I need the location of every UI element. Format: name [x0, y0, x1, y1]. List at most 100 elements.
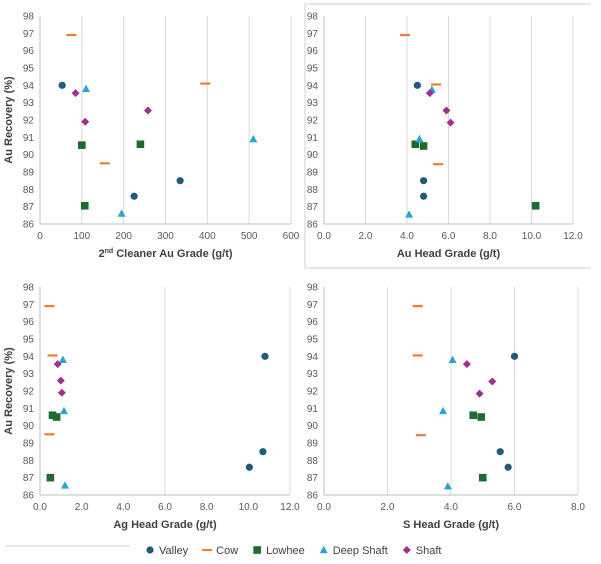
legend-label: Lowhee	[266, 545, 305, 557]
legend-marker	[319, 545, 328, 554]
x-tick-label: 300	[157, 231, 174, 242]
data-point	[261, 352, 269, 360]
y-tick-label: 87	[23, 202, 35, 213]
data-point	[412, 304, 423, 308]
data-point	[259, 448, 267, 456]
data-point	[52, 413, 61, 421]
data-point	[59, 406, 68, 415]
y-tick-label: 88	[23, 456, 35, 467]
legend-label: Cow	[216, 545, 238, 557]
y-tick-label: 90	[23, 421, 35, 432]
data-point	[61, 481, 69, 489]
x-axis-title: Ag Head Grade (g/t)	[113, 519, 217, 531]
y-tick-label: 92	[23, 387, 35, 398]
x-tick-label: 8.0	[483, 231, 497, 242]
y-tick-label: 95	[307, 64, 319, 75]
x-tick-label: 4.0	[400, 231, 414, 242]
data-point	[431, 83, 442, 86]
data-point	[413, 81, 421, 89]
data-point	[81, 117, 90, 126]
y-tick-label: 93	[307, 369, 319, 380]
y-tick-label: 96	[23, 317, 35, 328]
data-point	[56, 376, 65, 385]
data-point	[58, 81, 66, 89]
y-tick-label: 90	[307, 421, 319, 432]
data-point	[117, 209, 126, 217]
data-point	[433, 163, 444, 166]
x-tick-label: 8.0	[571, 502, 585, 513]
x-tick-label: 6.0	[508, 502, 522, 513]
data-point	[412, 354, 423, 357]
data-point	[448, 355, 457, 363]
data-point	[80, 202, 89, 210]
series-shaft	[462, 360, 497, 398]
legend-label: Shaft	[416, 545, 442, 557]
legend-marker	[202, 548, 213, 552]
x-tick-label: 400	[199, 231, 216, 242]
x-tick-label: 12.0	[563, 231, 583, 242]
y-tick-label: 91	[307, 404, 319, 415]
y-tick-label: 87	[23, 473, 35, 484]
data-point	[439, 406, 448, 415]
legend-label: Valley	[159, 545, 189, 557]
legend-item-cow: Cow	[202, 545, 238, 557]
x-tick-label: 8.0	[200, 502, 214, 513]
y-tick-label: 93	[23, 98, 35, 109]
y-tick-label: 89	[307, 168, 319, 179]
series-lowhee	[411, 140, 540, 210]
x-tick-label: 6.0	[158, 502, 172, 513]
series-lowhee	[46, 411, 61, 482]
x-tick-label: 12.0	[280, 502, 300, 513]
y-axis-title: Au Recovery (%)	[3, 76, 15, 164]
legend-item-shaft: Shaft	[402, 545, 442, 557]
y-tick-label: 94	[307, 352, 319, 363]
x-tick-label: 0.0	[317, 502, 331, 513]
y-tick-label: 88	[23, 185, 35, 196]
y-tick-label: 90	[307, 150, 319, 161]
y-tick-label: 98	[23, 283, 35, 294]
data-point	[469, 411, 478, 420]
x-tick-label: 100	[73, 231, 90, 242]
x-tick-label: 500	[241, 231, 258, 242]
y-tick-label: 92	[23, 116, 35, 127]
y-tick-label: 96	[307, 46, 319, 57]
x-axis-title: S Head Grade (g/t)	[403, 519, 499, 531]
y-tick-label: 86	[307, 220, 319, 231]
y-tick-label: 91	[307, 133, 319, 144]
data-point	[411, 140, 420, 149]
y-tick-label: 97	[307, 29, 319, 40]
y-tick-label: 97	[23, 29, 35, 40]
x-tick-label: 0.0	[317, 231, 331, 242]
data-point	[462, 360, 471, 369]
data-point	[477, 413, 485, 421]
x-tick-label: 10.0	[522, 231, 542, 242]
legend-item-deep-shaft: Deep Shaft	[319, 545, 388, 557]
data-point	[78, 141, 86, 149]
y-tick-label: 91	[23, 404, 35, 415]
y-tick-label: 98	[307, 283, 319, 294]
y-axis-title: Au Recovery (%)	[3, 347, 15, 435]
data-point	[442, 106, 451, 115]
series-shaft	[53, 360, 66, 397]
x-tick-label: 0	[37, 231, 43, 242]
y-tick-label: 89	[23, 439, 35, 450]
y-tick-label: 92	[307, 116, 319, 127]
data-point	[66, 33, 77, 37]
scatter-panel-3: 0.0 2.0 4.0 6.0 8.0 10.0 12.0 86 87 88 89 90 91 92 93 9…	[3, 283, 300, 532]
data-point	[504, 463, 512, 471]
data-point	[47, 354, 58, 357]
series-cow	[399, 33, 444, 166]
data-point	[176, 177, 184, 185]
legend-marker	[146, 546, 154, 554]
y-tick-label: 98	[307, 12, 319, 23]
y-tick-label: 90	[23, 150, 35, 161]
data-point	[245, 463, 253, 471]
y-tick-label: 86	[23, 491, 35, 502]
scatter-panel-1: 0 100 200 300 400 500 600 86 87 88 89 90 91 92 93 94 95 9…	[3, 12, 300, 261]
legend-item-lowhee: Lowhee	[253, 545, 305, 557]
data-point	[443, 482, 452, 490]
series-valley	[413, 81, 428, 200]
y-tick-label: 89	[23, 168, 35, 179]
legend: Valley Cow Lowhee Deep Shaft Shaft	[146, 545, 441, 557]
